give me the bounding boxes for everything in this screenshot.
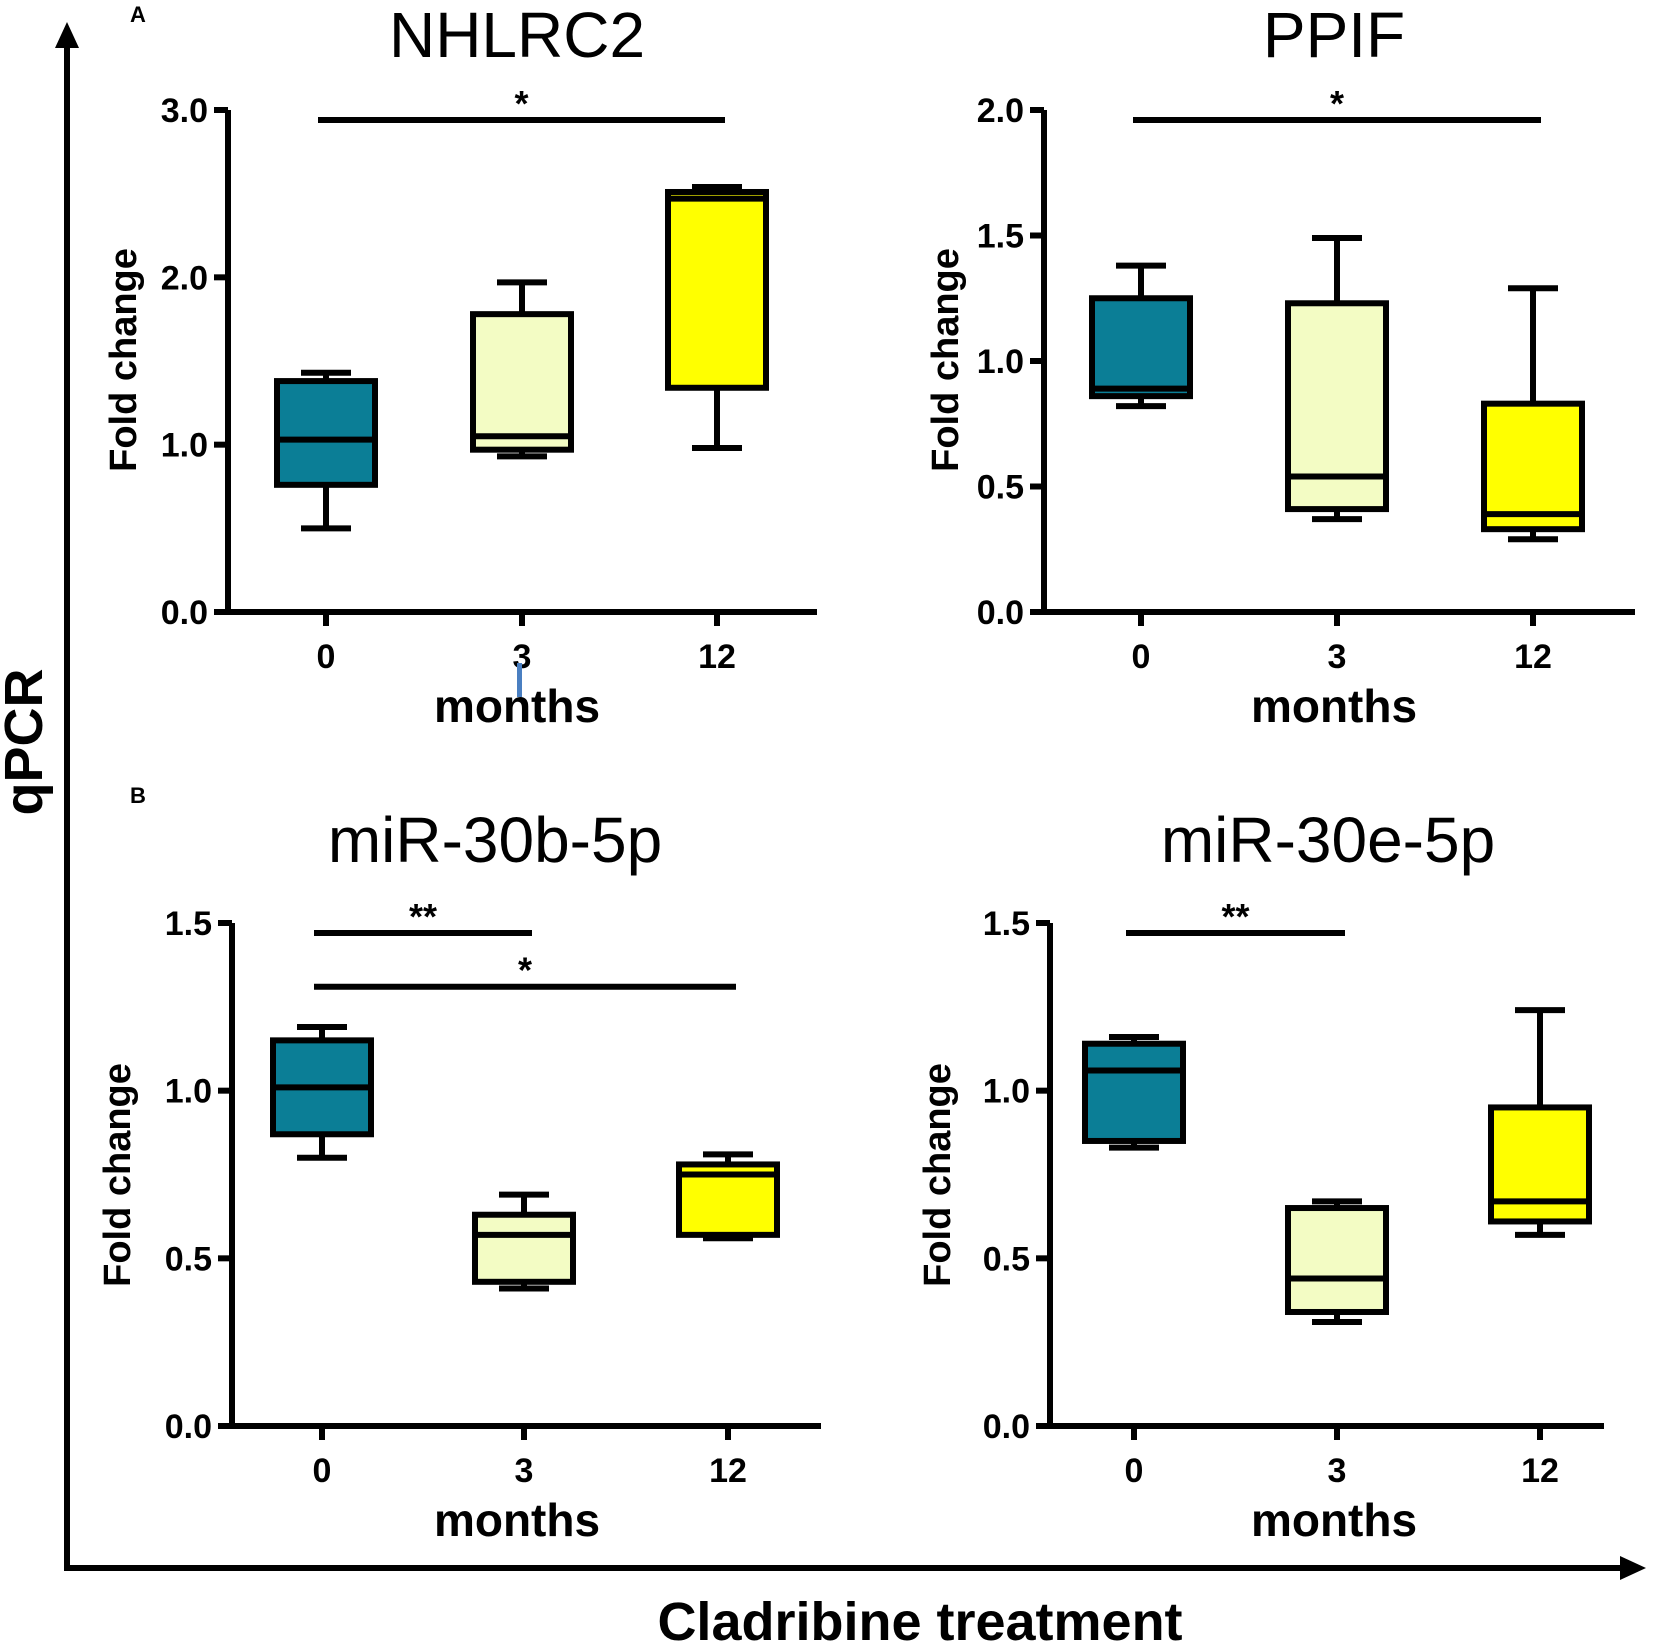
- x-tick-label: 0: [1132, 638, 1151, 676]
- plot-area: 0.0 0.5 1.0 1.5 2.0 0 3 12 *: [977, 83, 1635, 676]
- box-iqr: [1488, 1104, 1592, 1225]
- chart-mir-30b-5p: miR-30b-5p Fold change months 0.0 0.5 1.0 1…: [97, 804, 821, 1546]
- y-tick-label: 0.5: [165, 1240, 212, 1278]
- y-tick-label: 1.0: [983, 1073, 1030, 1111]
- significance-label: **: [409, 896, 437, 937]
- y-tick-label: 1.0: [165, 1073, 212, 1111]
- y-tick-label: 0.0: [161, 594, 208, 632]
- box-3-months: [470, 279, 574, 460]
- panel-letter-a: A: [130, 2, 146, 27]
- y-tick-label: 0.0: [977, 594, 1024, 632]
- x-axis-label: months: [1251, 680, 1417, 732]
- significance-label: *: [1330, 83, 1344, 124]
- box-iqr: [470, 311, 574, 453]
- y-axis-label: Fold change: [925, 248, 967, 472]
- y-tick-label: 2.0: [161, 259, 208, 297]
- box-iqr: [665, 188, 769, 391]
- x-axis-label: months: [434, 1494, 600, 1546]
- figure-x-axis-arrowhead: [1620, 1556, 1646, 1580]
- box-12-months: [1488, 1007, 1592, 1238]
- x-tick-label: 0: [313, 1452, 332, 1490]
- box-0-months: [1089, 262, 1193, 410]
- chart-title: NHLRC2: [389, 0, 645, 71]
- chart-mir-30e-5p: miR-30e-5p Fold change months 0.0 0.5 1.0 1…: [917, 804, 1604, 1546]
- box-iqr: [1082, 1040, 1186, 1144]
- y-axis-label: Fold change: [917, 1063, 959, 1287]
- box-iqr: [472, 1211, 576, 1285]
- x-tick-label: 0: [317, 638, 336, 676]
- significance-label: **: [1221, 896, 1249, 937]
- figure-y-axis-label: qPCR: [0, 669, 54, 816]
- x-tick-label: 3: [1328, 638, 1347, 676]
- significance-label: *: [518, 950, 532, 991]
- panel-letter-b: B: [130, 783, 146, 808]
- box-3-months: [472, 1191, 576, 1292]
- y-tick-label: 1.0: [977, 343, 1024, 381]
- box-0-months: [274, 369, 378, 532]
- y-tick-label: 1.5: [983, 905, 1030, 943]
- box-12-months: [676, 1151, 780, 1242]
- y-tick-label: 1.5: [165, 905, 212, 943]
- stray-blue-mark: [517, 663, 522, 697]
- figure-y-axis-arrowhead: [55, 22, 79, 48]
- box-iqr: [1481, 400, 1585, 533]
- x-tick-label: 3: [1328, 1452, 1347, 1490]
- box-iqr: [1089, 295, 1193, 400]
- y-tick-label: 2.0: [977, 92, 1024, 130]
- plot-area: 0.00.51.01.50 3 12***: [165, 896, 821, 1490]
- chart-ppif: PPIF Fold change months 0.00.51.01.52.00…: [925, 0, 1635, 732]
- box-iqr: [274, 378, 378, 488]
- y-tick-label: 3.0: [161, 92, 208, 130]
- x-tick-label: 12: [709, 1452, 747, 1490]
- x-tick-label: 3: [515, 1452, 534, 1490]
- chart-title: PPIF: [1263, 0, 1405, 71]
- chart-title: miR-30b-5p: [328, 804, 662, 876]
- chart-nhlrc2: NHLRC2 Fold change months 0.01.02.03.00 3…: [103, 0, 817, 732]
- y-tick-label: 0.5: [977, 469, 1024, 507]
- y-tick-label: 1.0: [161, 427, 208, 465]
- box-12-months: [665, 183, 769, 452]
- significance-label: *: [514, 83, 528, 124]
- plot-area: 0.0 0.5 1.0 1.5 0 3 12 **: [983, 896, 1604, 1490]
- box-3-months: [1285, 1198, 1389, 1326]
- box-0-months: [1082, 1034, 1186, 1151]
- x-tick-label: 12: [1514, 638, 1552, 676]
- x-tick-label: 12: [1521, 1452, 1559, 1490]
- box-3-months: [1285, 235, 1389, 523]
- box-0-months: [270, 1023, 374, 1161]
- y-tick-label: 0.0: [165, 1408, 212, 1446]
- box-12-months: [1481, 285, 1585, 543]
- x-axis-label: months: [1251, 1494, 1417, 1546]
- y-tick-label: 0.0: [983, 1408, 1030, 1446]
- x-tick-label: 0: [1125, 1452, 1144, 1490]
- y-tick-label: 0.5: [983, 1240, 1030, 1278]
- x-tick-label: 12: [698, 638, 736, 676]
- box-iqr: [1285, 1205, 1389, 1315]
- plot-area: 0.01.02.03.00 3 12*: [161, 83, 817, 676]
- chart-title: miR-30e-5p: [1161, 804, 1495, 876]
- y-axis-label: Fold change: [103, 248, 145, 472]
- figure-x-axis-label: Cladribine treatment: [657, 1592, 1182, 1647]
- y-axis-label: Fold change: [97, 1063, 139, 1287]
- y-tick-label: 1.5: [977, 218, 1024, 256]
